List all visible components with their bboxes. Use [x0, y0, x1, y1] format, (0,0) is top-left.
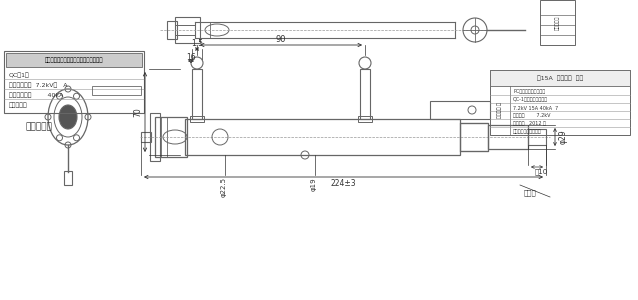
Text: QC-1形くり形ヒューズ: QC-1形くり形ヒューズ: [513, 98, 548, 103]
Text: 製造番号   2012 年: 製造番号 2012 年: [513, 122, 546, 127]
Text: 用要部断架: 用要部断架: [555, 15, 560, 30]
Bar: [488, 125, 528, 149]
Bar: [155, 117, 187, 157]
Text: φ22.5: φ22.5: [221, 177, 227, 197]
Bar: [192, 69, 202, 119]
Text: 銘板表示 欄: 銘板表示 欄: [498, 103, 503, 118]
Text: 70: 70: [133, 107, 142, 117]
Bar: [64, 171, 72, 185]
Bar: [190, 116, 204, 122]
Text: 90: 90: [276, 35, 286, 44]
Text: 1.5: 1.5: [191, 40, 203, 49]
Text: 架断用: 架断用: [524, 190, 537, 196]
Text: 定格電圧        7.2kV: 定格電圧 7.2kV: [513, 113, 551, 119]
Text: 銘板年月日: 銘板年月日: [9, 102, 27, 108]
Text: 7.2kV 15A 40kA  7: 7.2kV 15A 40kA 7: [513, 106, 558, 110]
Bar: [490, 70, 630, 135]
Text: 【付属品】: 【付属品】: [26, 122, 52, 131]
Text: QC－1形: QC－1形: [9, 72, 30, 78]
Text: 224±3: 224±3: [330, 178, 356, 188]
Bar: [175, 17, 200, 43]
Bar: [540, 0, 575, 45]
Text: 16: 16: [186, 52, 196, 62]
Bar: [150, 113, 160, 161]
Bar: [92, 86, 141, 95]
Text: PC用高圧限流ヒューズ: PC用高圧限流ヒューズ: [513, 89, 545, 94]
Bar: [141, 132, 151, 142]
Text: 約10: 約10: [535, 169, 547, 175]
Bar: [6, 53, 142, 67]
Bar: [360, 69, 370, 119]
Text: 富士エネクーポポート: 富士エネクーポポート: [513, 130, 542, 134]
Bar: [185, 119, 460, 155]
Text: φ19: φ19: [311, 177, 317, 190]
Text: コンデンサヒューズ付高圧カットアウト: コンデンサヒューズ付高圧カットアウト: [45, 57, 103, 63]
Bar: [167, 21, 177, 39]
Bar: [358, 116, 372, 122]
Bar: [528, 129, 546, 145]
Bar: [430, 101, 490, 119]
Text: 遮断電流容量        40kA: 遮断電流容量 40kA: [9, 92, 63, 98]
Text: ヒューズ定格  7.2kV－   A: ヒューズ定格 7.2kV－ A: [9, 82, 68, 88]
Bar: [4, 51, 144, 113]
Text: φ29: φ29: [558, 130, 567, 144]
Bar: [460, 123, 488, 151]
Ellipse shape: [59, 105, 77, 129]
Text: 【15A  銘板表示  欄】: 【15A 銘板表示 欄】: [537, 75, 583, 81]
Bar: [490, 70, 630, 86]
